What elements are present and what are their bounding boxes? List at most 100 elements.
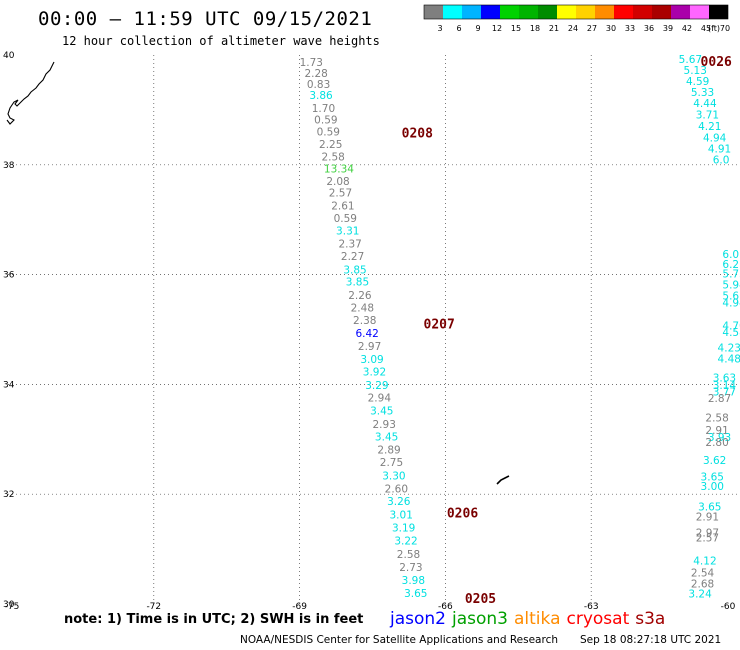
legend-label: 27 [587, 24, 597, 33]
swh-value: 4.21 [698, 121, 721, 133]
swh-value: 2.08 [326, 176, 349, 188]
satellite-s3a: s3a [635, 609, 666, 629]
legend-label: 39 [663, 24, 673, 33]
legend-label: 12 [492, 24, 502, 33]
swh-value: 4.23 [718, 342, 740, 354]
lat-tick-label: 40 [3, 51, 15, 61]
legend-swatch [690, 5, 709, 19]
track-id-label: 0206 [447, 506, 478, 521]
swh-value: 3.71 [696, 110, 719, 122]
swh-value: 4.91 [708, 144, 731, 156]
swh-value: 3.98 [402, 575, 425, 587]
swh-value: 2.93 [373, 419, 396, 431]
satellite-legend: jason2 jason3 altika cryosat s3a [390, 609, 671, 629]
legend-label: 18 [530, 24, 540, 33]
footer-note: note: 1) Time is in UTC; 2) SWH is in fe… [64, 612, 364, 627]
lat-tick-label: 32 [3, 490, 14, 500]
swh-value: 3.22 [394, 536, 417, 548]
legend-label: 9 [475, 24, 480, 33]
swh-value: 2.89 [377, 445, 400, 457]
bermuda-island [496, 475, 510, 485]
swh-value: 5.33 [691, 87, 714, 99]
footer-timestamp: Sep 18 08:27:18 UTC 2021 [580, 634, 722, 646]
swh-value: 2.94 [368, 392, 392, 404]
swh-value: 2.25 [319, 139, 342, 151]
swh-value: 4.70 [722, 321, 740, 333]
legend-swatch [652, 5, 671, 19]
swh-value: 2.87 [708, 393, 731, 405]
swh-value: 2.68 [691, 579, 714, 591]
swh-value: 0.59 [317, 127, 340, 139]
legend-label: 15 [511, 24, 521, 33]
swh-value: 3.14 [713, 380, 737, 392]
legend-swatch [576, 5, 595, 19]
legend-label: 33 [625, 24, 635, 33]
legend-label: 24 [568, 24, 578, 33]
swh-value: 5.61 [722, 290, 740, 302]
swh-value: 2.91 [696, 512, 719, 524]
swh-value: 0.59 [334, 213, 357, 225]
swh-value: 3.65 [698, 502, 721, 514]
coastline [6, 61, 510, 485]
swh-value: 2.60 [385, 484, 408, 496]
swh-value: 4.12 [693, 555, 716, 567]
color-legend: 3 6 9 12 15 18 21 24 27 30 33 36 39 42 45 70(ft) [423, 4, 730, 33]
swh-value: 3.85 [343, 265, 366, 277]
swh-value: 2.97 [358, 341, 381, 353]
legend-swatch [595, 5, 614, 19]
legend-swatch [538, 5, 557, 19]
track-labels: 0208 0207 0206 0205 0026 [402, 55, 732, 607]
swh-value: 2.97 [696, 527, 719, 539]
swh-value: 3.77 [713, 386, 736, 398]
swh-value: 6.0 [713, 155, 730, 167]
track-id-label: 0205 [465, 592, 496, 607]
legend-swatch [614, 5, 633, 19]
swh-value: 3.19 [392, 523, 415, 535]
swh-value: 3.24 [688, 588, 712, 600]
swh-value: 2.38 [353, 315, 376, 327]
legend-label: 70 [720, 24, 730, 33]
legend-frame [423, 4, 729, 20]
legend-swatch [500, 5, 519, 19]
swh-value: 6.2 [722, 259, 739, 271]
legend-unit: (ft) [708, 24, 720, 33]
legend-swatch [424, 5, 443, 19]
satellite-jason3: jason3 [452, 609, 508, 629]
lon-tick-label: -60 [721, 602, 736, 612]
coastline-us-east [6, 61, 55, 125]
swh-value: 3.00 [701, 481, 724, 493]
swh-value: 4.48 [718, 353, 740, 365]
swh-value: 2.57 [329, 188, 352, 200]
swh-value: 3.45 [370, 406, 393, 418]
swh-value: 13.34 [324, 163, 354, 175]
swh-values: 1.732.280.833.861.700.590.592.252.5813.3… [300, 54, 740, 600]
swh-value: 2.57 [696, 532, 719, 544]
swh-value: 3.01 [390, 509, 413, 521]
track-id-label: 0026 [701, 55, 732, 70]
swh-value: 2.58 [397, 549, 420, 561]
lon-tick-label: -63 [584, 602, 599, 612]
track-id-label: 0208 [402, 126, 433, 141]
swh-value: 0.83 [307, 79, 330, 91]
legend-swatch [443, 5, 462, 19]
track-id-label: 0207 [424, 317, 455, 332]
swh-value: 4.94 [703, 133, 727, 145]
swh-value: 3.31 [336, 226, 359, 238]
swh-value: 5.94 [722, 279, 740, 291]
swh-value: 2.91 [705, 425, 728, 437]
swh-value: 2.61 [331, 200, 354, 212]
legend-swatch [462, 5, 481, 19]
swh-value: 3.92 [363, 367, 386, 379]
lon-tick-label: -66 [438, 602, 453, 612]
legend-swatch [481, 5, 500, 19]
satellite-jason2: jason2 [390, 609, 446, 629]
legend-swatch [709, 5, 728, 19]
legend-label: 45 [701, 24, 711, 33]
swh-value: 4.58 [722, 327, 740, 339]
legend-label: 6 [456, 24, 461, 33]
map-subtitle: 12 hour collection of altimeter wave hei… [62, 34, 380, 48]
lon-tick-label: -72 [146, 602, 161, 612]
swh-value: 1.73 [300, 57, 323, 69]
map-title: 00:00 – 11:59 UTC 09/15/2021 [38, 8, 373, 30]
